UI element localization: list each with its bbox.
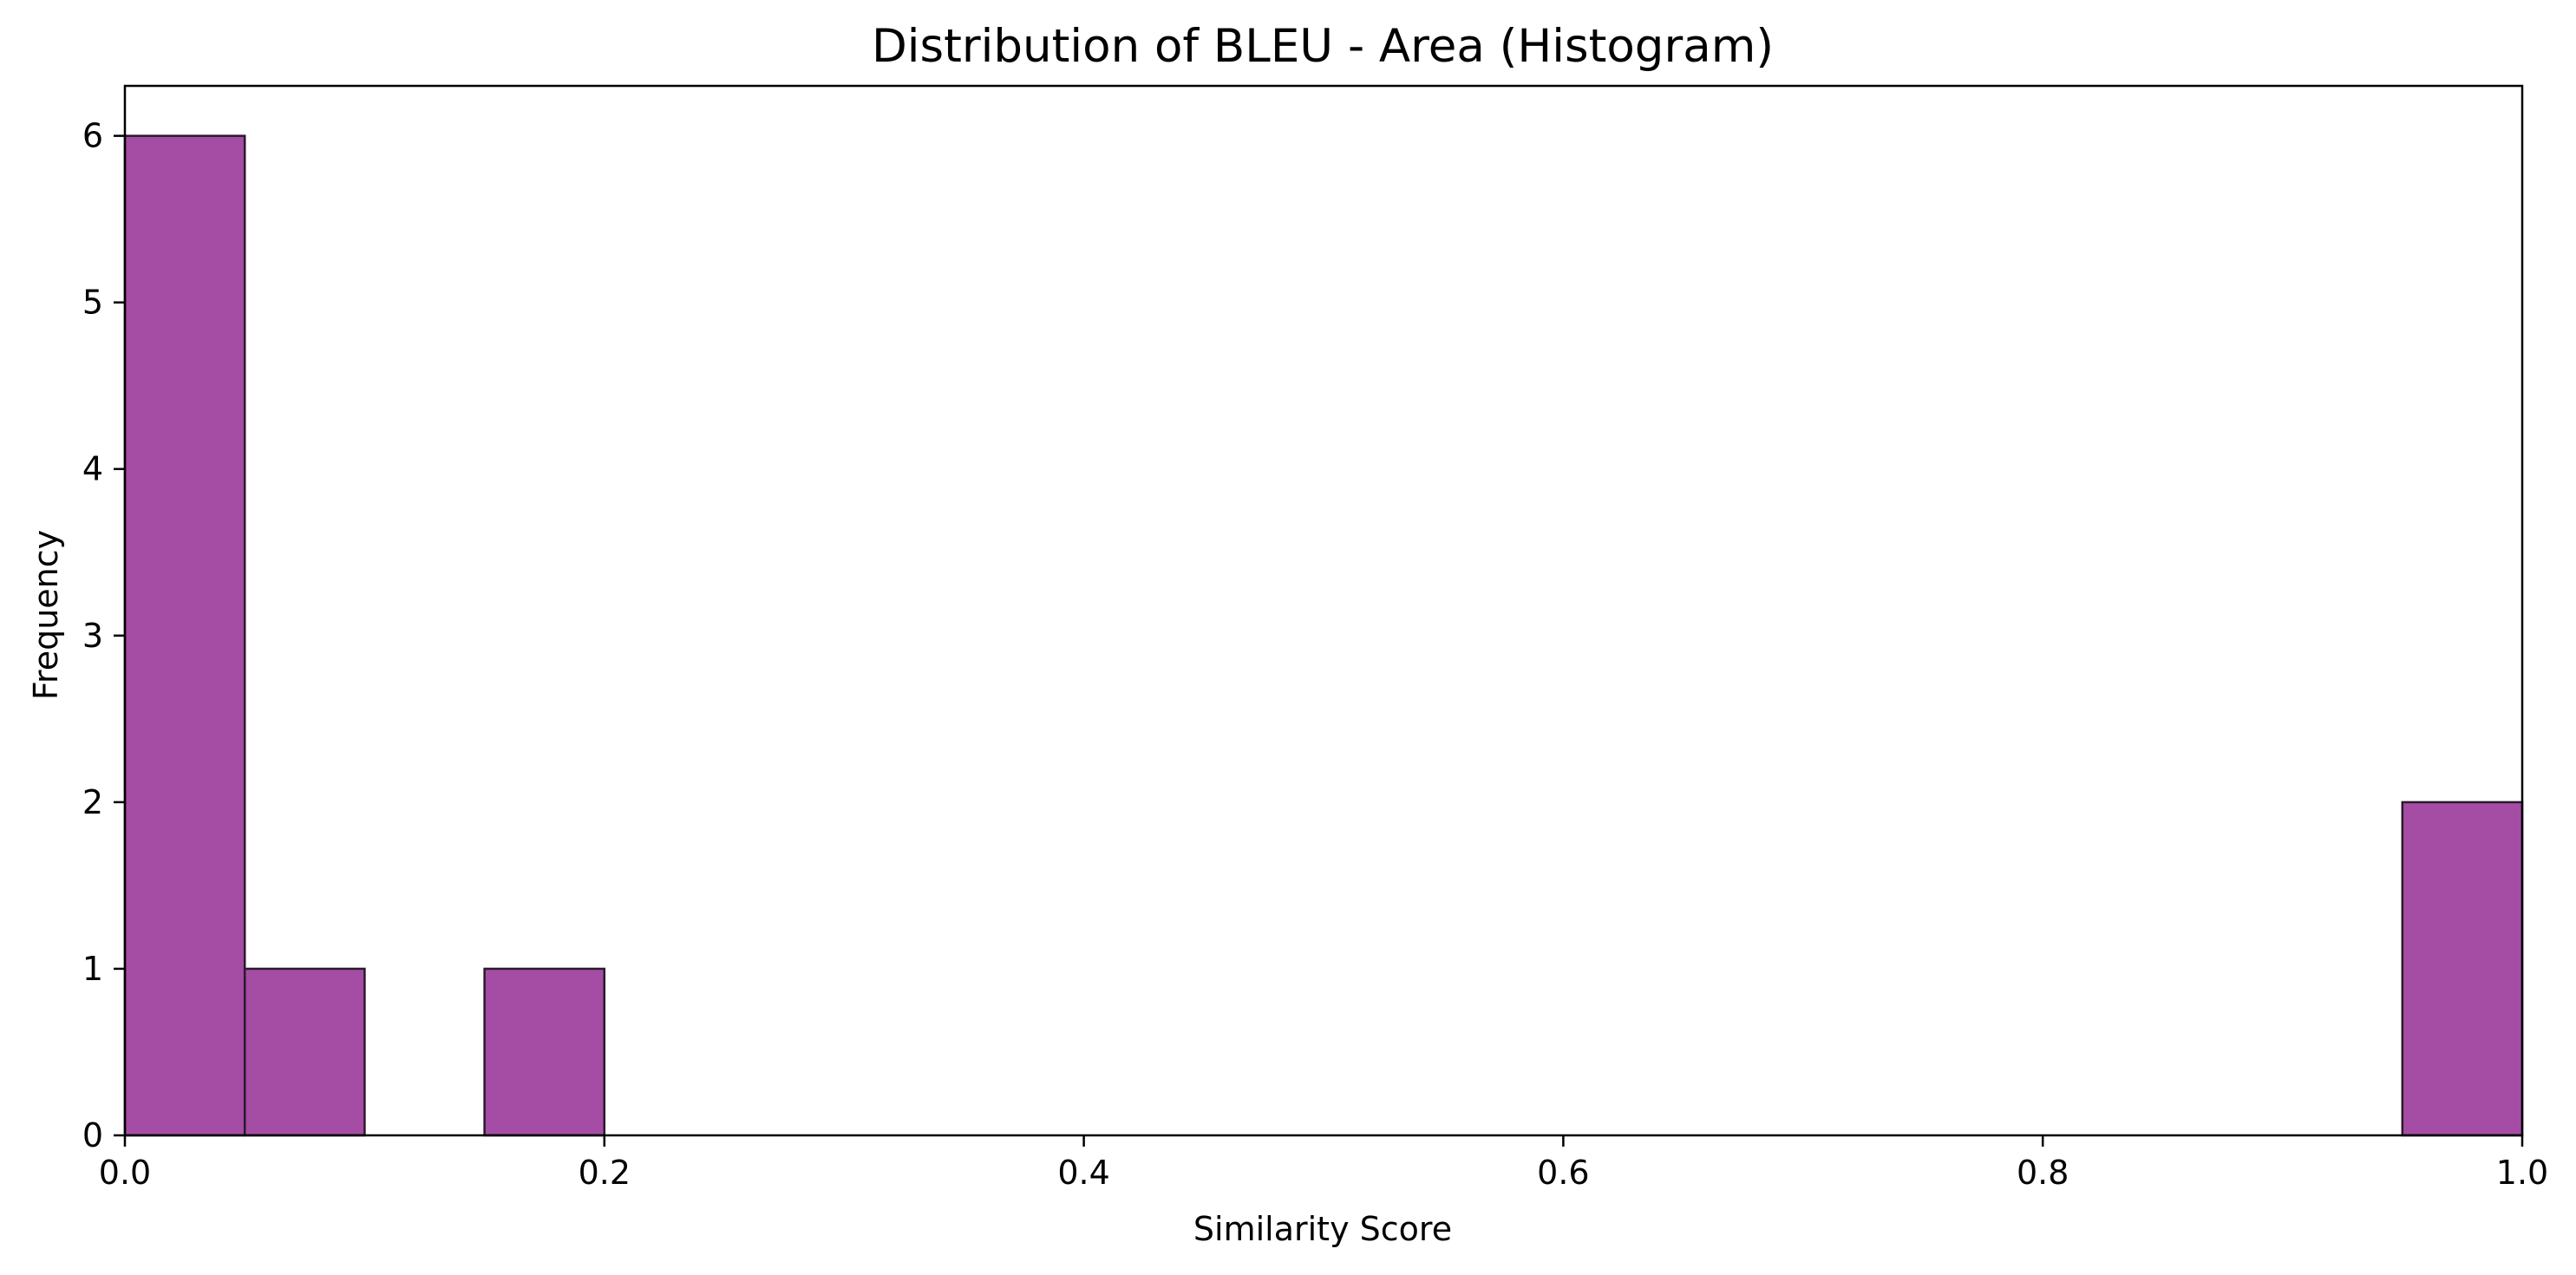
y-axis-ticks: 0 1 2 3 4 5 6	[82, 117, 125, 1154]
x-tick-label: 1.0	[2496, 1154, 2548, 1192]
x-tick-label: 0.8	[2017, 1154, 2069, 1192]
x-axis-label: Similarity Score	[1193, 1210, 1452, 1248]
histogram-bar	[243, 967, 366, 1137]
histogram-bar	[2401, 801, 2524, 1137]
x-tick-label: 0.0	[99, 1154, 151, 1192]
x-tick-label: 0.4	[1057, 1154, 1109, 1192]
histogram-bar	[483, 967, 606, 1137]
x-tick-label: 0.6	[1537, 1154, 1589, 1192]
y-axis-label: Frequency	[27, 530, 65, 700]
y-tick-label: 1	[82, 950, 103, 988]
y-tick-label: 5	[82, 284, 103, 322]
y-tick-label: 2	[82, 783, 103, 821]
plot-frame	[123, 84, 2524, 1137]
x-axis-ticks: 0.0 0.2 0.4 0.6 0.8 1.0	[99, 1135, 2548, 1192]
y-tick-label: 3	[82, 617, 103, 655]
x-tick-label: 0.2	[579, 1154, 631, 1192]
y-tick-label: 6	[82, 117, 103, 155]
y-tick-label: 4	[82, 450, 103, 488]
histogram-bar	[123, 134, 246, 1137]
y-tick-label: 0	[82, 1116, 103, 1154]
bars-layer	[123, 134, 2524, 1137]
chart-title: Distribution of BLEU - Area (Histogram)	[872, 20, 1774, 73]
